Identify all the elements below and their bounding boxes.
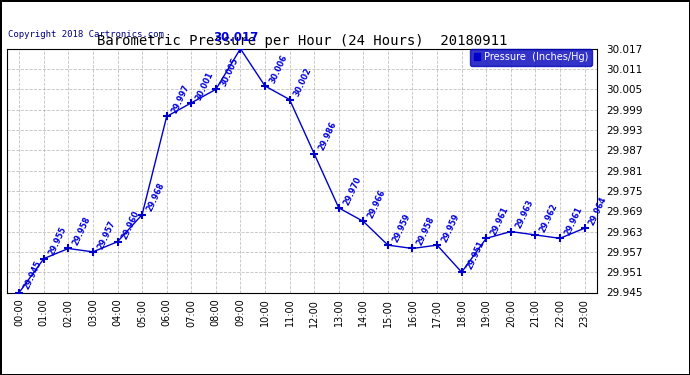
Text: 29.951: 29.951	[464, 239, 486, 271]
Text: 29.966: 29.966	[366, 188, 387, 220]
Text: 29.958: 29.958	[415, 215, 437, 247]
Text: 29.970: 29.970	[342, 175, 363, 207]
Text: 29.957: 29.957	[96, 219, 117, 251]
Text: 29.964: 29.964	[587, 195, 609, 227]
Text: 29.960: 29.960	[121, 209, 141, 240]
Text: 29.961: 29.961	[489, 205, 511, 237]
Title: Barometric Pressure per Hour (24 Hours)  20180911: Barometric Pressure per Hour (24 Hours) …	[97, 34, 507, 48]
Text: 30.002: 30.002	[293, 66, 314, 98]
Text: 30.017: 30.017	[213, 31, 258, 44]
Text: 30.005: 30.005	[219, 57, 240, 88]
Text: 29.962: 29.962	[538, 202, 560, 234]
Text: 30.001: 30.001	[194, 70, 215, 102]
Text: Copyright 2018 Cartronics.com: Copyright 2018 Cartronics.com	[8, 30, 164, 39]
Text: 29.986: 29.986	[317, 120, 338, 152]
Text: 29.963: 29.963	[514, 198, 535, 230]
Text: 29.997: 29.997	[170, 83, 190, 115]
Text: 29.961: 29.961	[563, 205, 584, 237]
Text: 29.958: 29.958	[71, 215, 92, 247]
Text: 29.959: 29.959	[440, 212, 461, 244]
Text: 29.959: 29.959	[391, 212, 412, 244]
Text: 29.968: 29.968	[145, 182, 166, 213]
Text: 29.955: 29.955	[47, 226, 68, 257]
Text: 29.945: 29.945	[22, 260, 43, 291]
Text: 30.006: 30.006	[268, 53, 289, 85]
Legend: Pressure  (Inches/Hg): Pressure (Inches/Hg)	[470, 49, 592, 66]
